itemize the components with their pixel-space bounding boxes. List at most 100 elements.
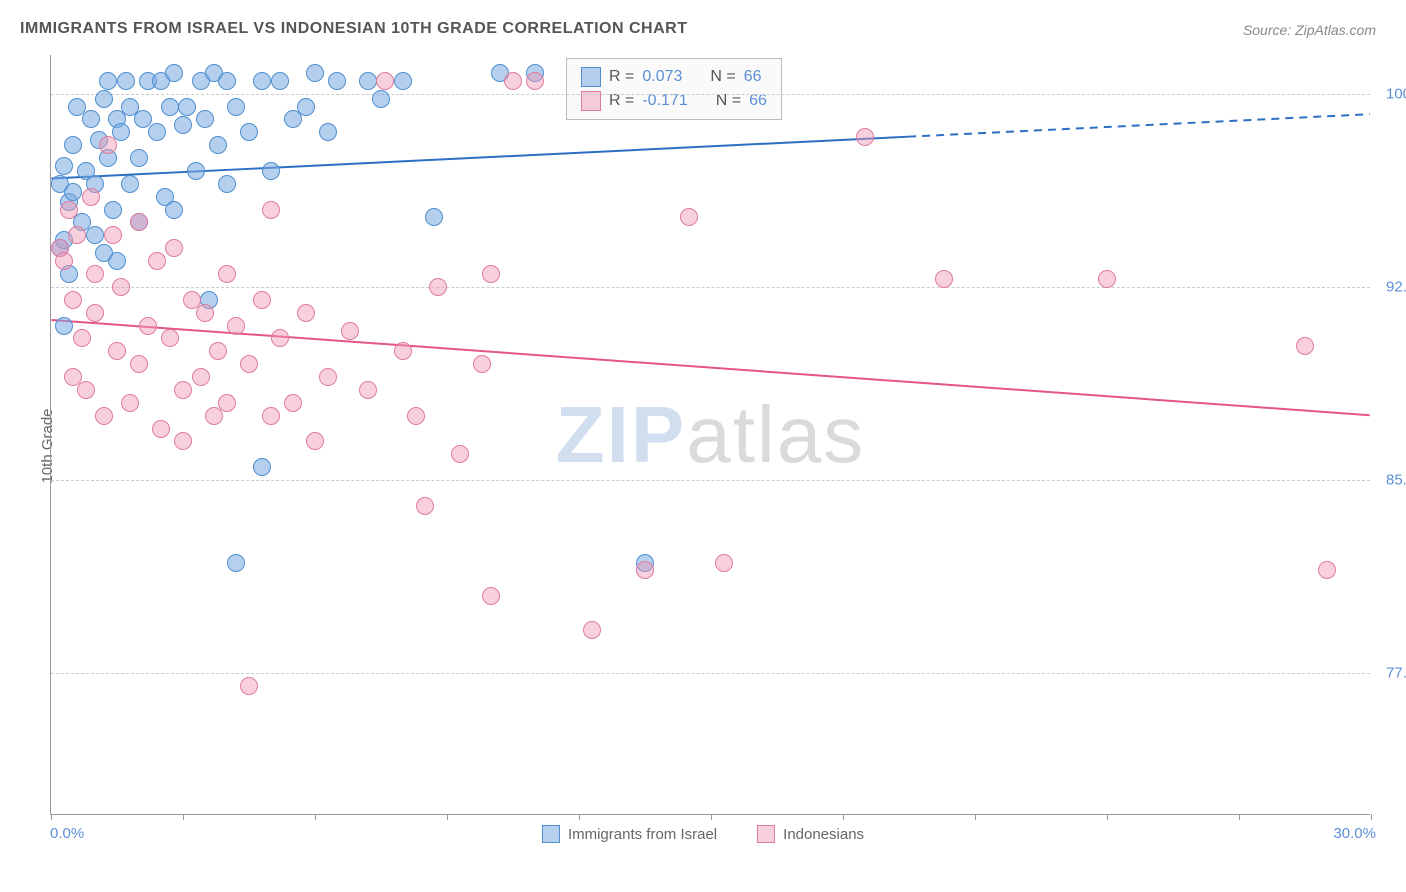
x-tick <box>711 814 712 820</box>
data-point <box>218 72 236 90</box>
data-point <box>209 136 227 154</box>
chart-plot-area: ZIPatlas R =0.073N =66R =-0.171N =66 77.… <box>50 55 1370 815</box>
data-point <box>253 291 271 309</box>
data-point <box>196 110 214 128</box>
data-point <box>680 208 698 226</box>
data-point <box>174 116 192 134</box>
data-point <box>165 64 183 82</box>
x-axis-max-label: 30.0% <box>1333 825 1376 842</box>
data-point <box>55 252 73 270</box>
data-point <box>636 561 654 579</box>
stats-r-label: R = <box>609 68 634 86</box>
data-point <box>108 342 126 360</box>
data-point <box>148 123 166 141</box>
data-point <box>240 123 258 141</box>
data-point <box>271 329 289 347</box>
trend-lines <box>51 55 1370 814</box>
data-point <box>86 226 104 244</box>
data-point <box>376 72 394 90</box>
legend-label: Immigrants from Israel <box>568 826 717 843</box>
data-point <box>73 329 91 347</box>
data-point <box>218 265 236 283</box>
gridline <box>51 673 1370 674</box>
data-point <box>253 458 271 476</box>
legend-item: Immigrants from Israel <box>542 825 717 843</box>
data-point <box>148 252 166 270</box>
data-point <box>117 72 135 90</box>
data-point <box>372 90 390 108</box>
data-point <box>262 162 280 180</box>
chart-title: IMMIGRANTS FROM ISRAEL VS INDONESIAN 10T… <box>20 20 687 38</box>
data-point <box>583 621 601 639</box>
data-point <box>1296 337 1314 355</box>
data-point <box>55 157 73 175</box>
stats-r-label: R = <box>609 92 634 110</box>
data-point <box>416 497 434 515</box>
data-point <box>64 291 82 309</box>
data-point <box>306 432 324 450</box>
gridline <box>51 480 1370 481</box>
legend-item: Indonesians <box>757 825 864 843</box>
x-tick <box>843 814 844 820</box>
data-point <box>425 208 443 226</box>
data-point <box>227 98 245 116</box>
data-point <box>104 226 122 244</box>
stats-row: R =0.073N =66 <box>581 65 767 89</box>
data-point <box>64 183 82 201</box>
data-point <box>240 677 258 695</box>
stats-n-label: N = <box>710 68 735 86</box>
data-point <box>95 90 113 108</box>
data-point <box>359 381 377 399</box>
data-point <box>104 201 122 219</box>
stats-legend-box: R =0.073N =66R =-0.171N =66 <box>566 58 782 120</box>
data-point <box>187 162 205 180</box>
legend-bottom: Immigrants from Israel Indonesians <box>542 825 864 843</box>
data-point <box>121 394 139 412</box>
data-point <box>227 317 245 335</box>
data-point <box>1318 561 1336 579</box>
data-point <box>856 128 874 146</box>
data-point <box>341 322 359 340</box>
data-point <box>77 381 95 399</box>
data-point <box>297 304 315 322</box>
data-point <box>95 407 113 425</box>
x-tick <box>1371 814 1372 820</box>
data-point <box>284 394 302 412</box>
data-point <box>935 270 953 288</box>
data-point <box>394 342 412 360</box>
x-tick <box>315 814 316 820</box>
data-point <box>55 317 73 335</box>
data-point <box>178 98 196 116</box>
data-point <box>161 329 179 347</box>
legend-label: Indonesians <box>783 826 864 843</box>
data-point <box>121 175 139 193</box>
y-tick-label: 85.0% <box>1376 472 1406 489</box>
x-tick <box>975 814 976 820</box>
data-point <box>394 72 412 90</box>
data-point <box>165 239 183 257</box>
data-point <box>130 213 148 231</box>
y-tick-label: 77.5% <box>1376 665 1406 682</box>
data-point <box>82 188 100 206</box>
data-point <box>60 201 78 219</box>
data-point <box>253 72 271 90</box>
data-point <box>319 368 337 386</box>
x-tick <box>183 814 184 820</box>
source-label: Source: ZipAtlas.com <box>1243 22 1376 38</box>
data-point <box>218 394 236 412</box>
data-point <box>86 265 104 283</box>
watermark-part2: atlas <box>686 390 865 479</box>
watermark: ZIPatlas <box>556 389 865 481</box>
data-point <box>95 244 113 262</box>
data-point <box>130 149 148 167</box>
data-point <box>482 265 500 283</box>
data-point <box>504 72 522 90</box>
stats-r-value: -0.171 <box>642 92 687 110</box>
data-point <box>161 98 179 116</box>
stats-r-value: 0.073 <box>642 68 682 86</box>
data-point <box>451 445 469 463</box>
legend-swatch <box>542 825 560 843</box>
data-point <box>152 420 170 438</box>
stats-n-value: 66 <box>749 92 767 110</box>
data-point <box>473 355 491 373</box>
